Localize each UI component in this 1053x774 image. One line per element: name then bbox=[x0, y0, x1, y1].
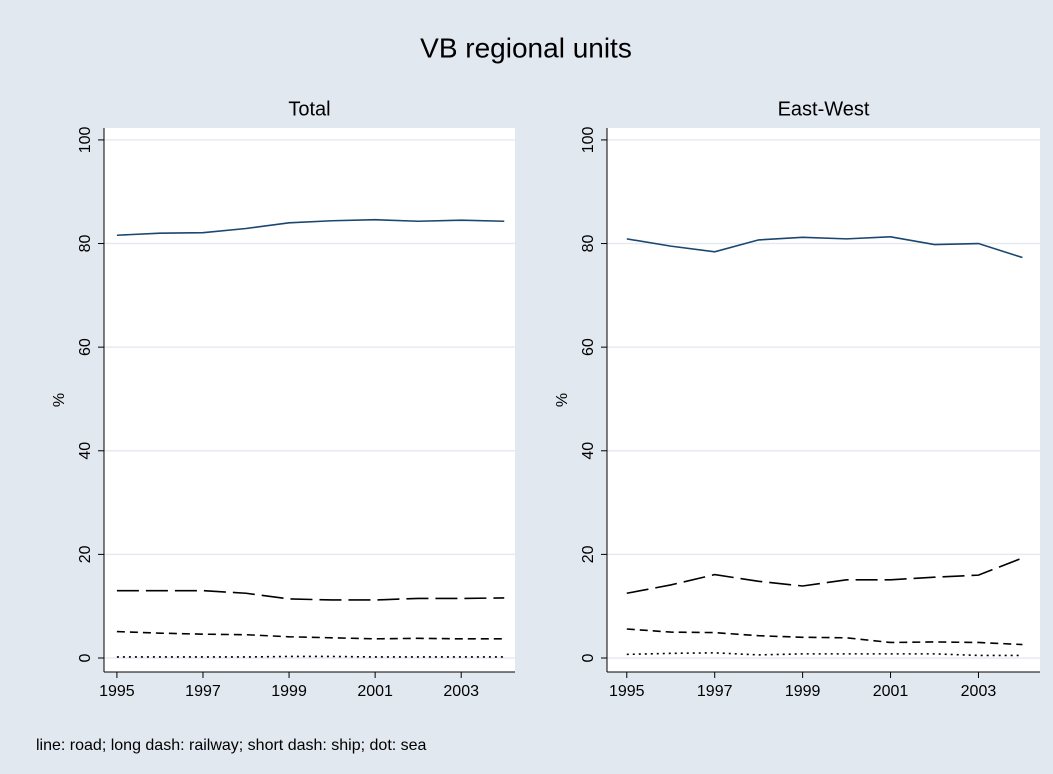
x-tick-label: 2003 bbox=[961, 683, 997, 700]
y-tick-label: 60 bbox=[77, 338, 94, 356]
x-tick-label: 1999 bbox=[271, 683, 307, 700]
x-tick-label: 2003 bbox=[443, 683, 479, 700]
series-line bbox=[626, 557, 1023, 595]
panel-title: East-West bbox=[778, 98, 870, 120]
x-tick-label: 1997 bbox=[185, 683, 221, 700]
note: line: road; long dash: railway; short da… bbox=[36, 737, 427, 754]
y-tick-label: 0 bbox=[580, 653, 597, 662]
y-tick-label: 60 bbox=[580, 338, 597, 356]
plot-area bbox=[104, 128, 515, 672]
chart-title: VB regional units bbox=[420, 32, 632, 63]
series-line bbox=[116, 655, 505, 658]
y-tick-label: 40 bbox=[77, 442, 94, 460]
y-tick-label: 80 bbox=[580, 235, 597, 253]
x-tick-label: 1995 bbox=[99, 683, 135, 700]
y-tick-label: 80 bbox=[77, 235, 94, 253]
x-tick-label: 1997 bbox=[697, 683, 733, 700]
x-tick-label: 1995 bbox=[609, 683, 645, 700]
plot-area bbox=[607, 128, 1040, 672]
y-axis-label: % bbox=[554, 393, 571, 407]
series-line bbox=[116, 218, 505, 237]
y-tick-label: 100 bbox=[580, 126, 597, 153]
y-tick-label: 0 bbox=[77, 653, 94, 662]
x-tick-label: 2001 bbox=[357, 683, 393, 700]
series-line bbox=[626, 628, 1023, 646]
x-tick-label: 1999 bbox=[785, 683, 821, 700]
series-line bbox=[626, 235, 1023, 259]
y-axis-label: % bbox=[51, 393, 68, 407]
y-tick-label: 100 bbox=[77, 126, 94, 153]
panel-title: Total bbox=[288, 98, 330, 120]
y-tick-label: 20 bbox=[77, 545, 94, 563]
y-tick-label: 20 bbox=[580, 545, 597, 563]
series-line bbox=[116, 589, 505, 601]
y-tick-label: 40 bbox=[580, 442, 597, 460]
x-tick-label: 2001 bbox=[873, 683, 909, 700]
